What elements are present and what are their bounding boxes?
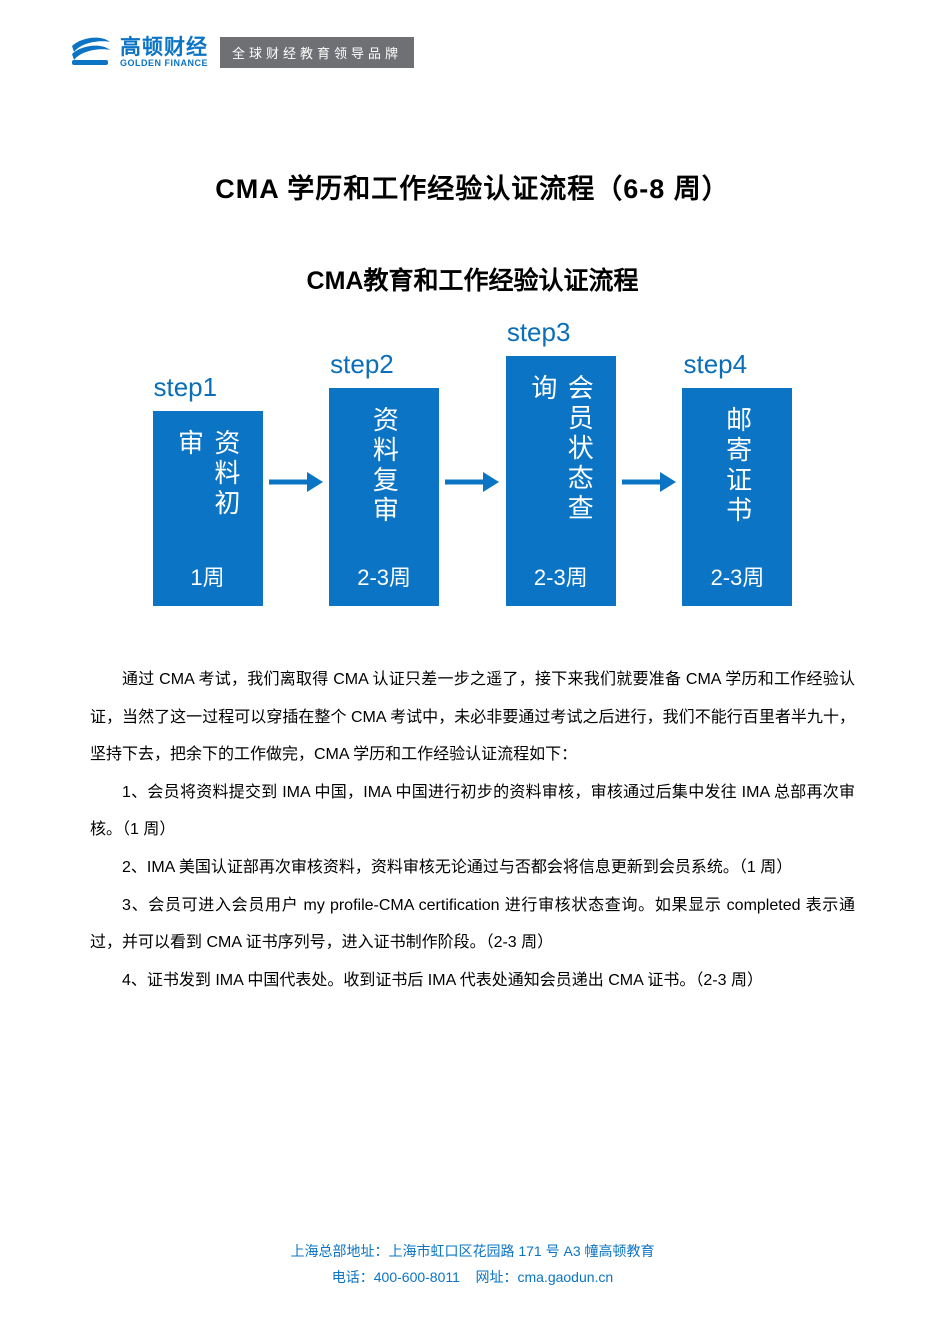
brand-tagline: 全球财经教育领导品牌 (220, 37, 414, 68)
step-sub-text: 2-3周 (357, 560, 411, 592)
step-sub-text: 1周 (190, 560, 224, 592)
paragraph-step-2: 2、IMA 美国认证部再次审核资料，资料审核无论通过与否都会将信息更新到会员系统… (90, 849, 855, 887)
paragraph-intro: 通过 CMA 考试，我们离取得 CMA 认证只差一步之遥了，接下来我们就要准备 … (90, 661, 855, 774)
step-box: 邮寄证书 2-3周 (682, 388, 792, 606)
body-text: 通过 CMA 考试，我们离取得 CMA 认证只差一步之遥了，接下来我们就要准备 … (90, 661, 855, 999)
paragraph-step-4: 4、证书发到 IMA 中国代表处。收到证书后 IMA 代表处通知会员递出 CMA… (90, 962, 855, 1000)
step-box: 会员状态查询 2-3周 (506, 356, 616, 606)
page-header: 高顿财经 GOLDEN FINANCE 全球财经教育领导品牌 (0, 0, 945, 72)
steps-row: step1 资料初审 1周 step2 资料复审 2-3周 (148, 317, 798, 606)
step-main-text: 资料复审 (366, 406, 402, 526)
process-diagram: CMA教育和工作经验认证流程 step1 资料初审 1周 step2 资料复审 … (148, 261, 798, 606)
footer-site-label: 网址： (475, 1269, 517, 1285)
step-main-text: 会员状态查询 (524, 374, 597, 546)
step-main-text: 邮寄证书 (719, 406, 755, 526)
footer-address-line: 上海总部地址：上海市虹口区花园路 171 号 A3 幢高顿教育 (0, 1238, 945, 1265)
arrow-right-icon (269, 470, 323, 494)
step-main-text: 资料初审 (171, 429, 244, 546)
footer-phone-label: 电话： (332, 1269, 374, 1285)
logo-text-cn: 高顿财经 (120, 36, 208, 59)
step-4: step4 邮寄证书 2-3周 (677, 349, 797, 606)
arrow-right-icon (445, 470, 499, 494)
footer-phone-value: 400-600-8011 (374, 1269, 460, 1285)
step-3: step3 会员状态查询 2-3周 (501, 317, 621, 606)
step-label: step1 (148, 372, 218, 403)
brand-logo: 高顿财经 GOLDEN FINANCE (70, 32, 208, 72)
step-box: 资料初审 1周 (153, 411, 263, 606)
step-sub-text: 2-3周 (711, 560, 765, 592)
step-sub-text: 2-3周 (534, 560, 588, 592)
footer-site-link[interactable]: cma.gaodun.cn (517, 1269, 613, 1285)
step-box: 资料复审 2-3周 (329, 388, 439, 606)
paragraph-step-1: 1、会员将资料提交到 IMA 中国，IMA 中国进行初步的资料审核，审核通过后集… (90, 774, 855, 849)
step-label: step2 (324, 349, 394, 380)
footer-contact-line: 电话：400-600-8011 网址：cma.gaodun.cn (0, 1264, 945, 1291)
step-2: step2 资料复审 2-3周 (324, 349, 444, 606)
logo-text-en: GOLDEN FINANCE (120, 59, 208, 69)
step-label: step4 (677, 349, 747, 380)
logo-swoosh-icon (70, 32, 112, 72)
arrow-right-icon (622, 470, 676, 494)
step-1: step1 资料初审 1周 (148, 372, 268, 606)
step-label: step3 (501, 317, 571, 348)
footer-address-label: 上海总部地址： (290, 1243, 388, 1259)
page-footer: 上海总部地址：上海市虹口区花园路 171 号 A3 幢高顿教育 电话：400-6… (0, 1238, 945, 1291)
diagram-title: CMA教育和工作经验认证流程 (148, 261, 798, 297)
paragraph-step-3: 3、会员可进入会员用户 my profile-CMA certification… (90, 887, 855, 962)
footer-address-value: 上海市虹口区花园路 171 号 A3 幢高顿教育 (388, 1243, 654, 1259)
page-title: CMA 学历和工作经验认证流程（6-8 周） (0, 167, 945, 206)
